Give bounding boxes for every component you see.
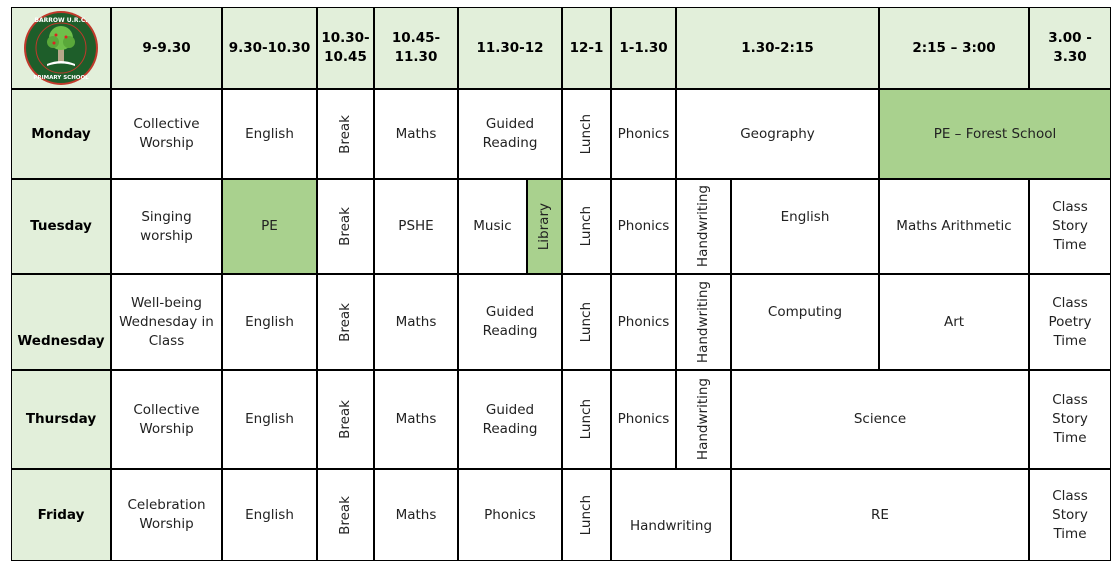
lesson-label: Break	[337, 495, 353, 535]
lesson: Lunch	[563, 275, 610, 369]
lesson-label: Lunch	[578, 399, 594, 440]
day-thursday: Thursday	[12, 371, 110, 468]
lesson: Phonics	[612, 180, 675, 273]
lesson: Lunch	[563, 90, 610, 178]
lesson: English	[223, 90, 316, 178]
header-time: 11.30-12	[459, 8, 561, 88]
lesson: Class Story Time	[1030, 180, 1110, 273]
school-logo: BARROW U.R.C. PRIMARY SCHOOL	[12, 8, 110, 88]
lesson-label: Handwriting	[695, 185, 711, 268]
lesson: PSHE	[375, 180, 457, 273]
header-time: 1.30-2:15	[677, 8, 878, 88]
lesson: English	[732, 180, 878, 273]
svg-text:BARROW U.R.C.: BARROW U.R.C.	[34, 17, 87, 24]
lesson-highlight: PE – Forest School	[880, 90, 1110, 178]
day-wednesday: Wednesday	[12, 275, 110, 369]
lesson: Handwriting	[677, 180, 730, 273]
header-time: 2:15 – 3:00	[880, 8, 1028, 88]
lesson: Phonics	[612, 275, 675, 369]
lesson: Guided Reading	[459, 90, 561, 178]
lesson: Science	[732, 371, 1028, 468]
lesson: Maths	[375, 275, 457, 369]
header-time: 9-9.30	[112, 8, 221, 88]
lesson-highlight: PE	[223, 180, 316, 273]
lesson-label: Break	[337, 400, 353, 439]
lesson: Music	[459, 180, 526, 273]
lesson: Lunch	[563, 180, 610, 273]
lesson: Well-being Wednesday in Class	[112, 275, 221, 369]
lesson: Art	[880, 275, 1028, 369]
lesson: Singing worship	[112, 180, 221, 273]
lesson: Computing	[732, 275, 878, 369]
lesson: Handwriting	[677, 275, 730, 369]
lesson-label: Lunch	[578, 301, 594, 343]
lesson: Break	[318, 371, 373, 468]
lesson: English	[223, 371, 316, 468]
lesson: Class Story Time	[1030, 470, 1110, 560]
lesson: Phonics	[612, 371, 675, 468]
lesson: Class Poetry Time	[1030, 275, 1110, 369]
lesson: Maths	[375, 470, 457, 560]
header-time: 10.45-11.30	[375, 8, 457, 88]
lesson: Maths	[375, 371, 457, 468]
lesson: Maths	[375, 90, 457, 178]
lesson: RE	[732, 470, 1028, 560]
lesson: Collective Worship	[112, 90, 221, 178]
svg-text:PRIMARY SCHOOL: PRIMARY SCHOOL	[33, 75, 89, 81]
lesson-label: Break	[337, 207, 353, 246]
lesson: English	[223, 470, 316, 560]
day-monday: Monday	[12, 90, 110, 178]
lesson: Maths Arithmetic	[880, 180, 1028, 273]
lesson: Collective Worship	[112, 371, 221, 468]
header-time: 10.30-10.45	[318, 8, 373, 88]
lesson: Geography	[677, 90, 878, 178]
lesson: Phonics	[459, 470, 561, 560]
lesson: Lunch	[563, 470, 610, 560]
lesson: Break	[318, 275, 373, 369]
day-tuesday: Tuesday	[12, 180, 110, 273]
lesson: Handwriting	[677, 371, 730, 468]
timetable: BARROW U.R.C. PRIMARY SCHOOL 9-9.30 9.30…	[11, 7, 1111, 561]
header-time: 1-1.30	[612, 8, 675, 88]
lesson: Lunch	[563, 371, 610, 468]
lesson: Break	[318, 470, 373, 560]
lesson: Celebration Worship	[112, 470, 221, 560]
lesson-highlight: Library	[528, 180, 561, 273]
lesson: Guided Reading	[459, 275, 561, 369]
lesson: Break	[318, 180, 373, 273]
day-friday: Friday	[12, 470, 110, 560]
header-time: 12-1	[563, 8, 610, 88]
lesson-label: Break	[337, 302, 353, 342]
header-time: 3.00 - 3.30	[1030, 8, 1110, 88]
lesson-label: Lunch	[578, 494, 594, 536]
lesson-label: Break	[337, 114, 353, 154]
header-time: 9.30-10.30	[223, 8, 316, 88]
lesson-label: Handwriting	[695, 280, 711, 364]
lesson-label: Lunch	[578, 206, 594, 247]
lesson: English	[223, 275, 316, 369]
lesson-label: Library	[536, 202, 552, 251]
lesson: Break	[318, 90, 373, 178]
lesson: Phonics	[612, 90, 675, 178]
lesson-label: Lunch	[578, 113, 594, 155]
lesson: Handwriting	[612, 470, 730, 560]
lesson: Class Story Time	[1030, 371, 1110, 468]
lesson: Guided Reading	[459, 371, 561, 468]
lesson-label: Handwriting	[695, 378, 711, 461]
